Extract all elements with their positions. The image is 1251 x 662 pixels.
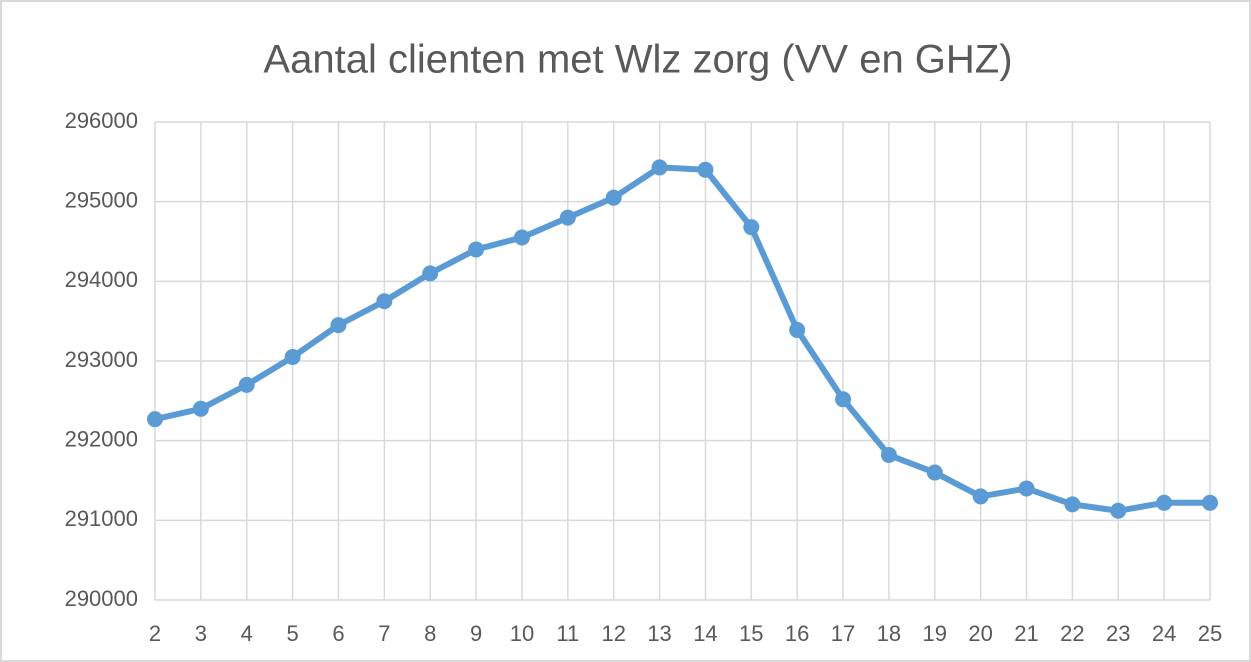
x-tick-label: 20: [968, 621, 992, 646]
x-tick-label: 18: [877, 621, 901, 646]
y-tick-label: 291000: [65, 506, 138, 531]
x-tick-label: 12: [601, 621, 625, 646]
x-tick-label: 25: [1198, 621, 1222, 646]
x-tick-label: 7: [378, 621, 390, 646]
x-tick-label: 8: [424, 621, 436, 646]
y-tick-label: 294000: [65, 267, 138, 292]
y-tick-label: 293000: [65, 347, 138, 372]
data-point: [880, 447, 897, 464]
x-tick-label: 15: [739, 621, 763, 646]
data-point: [284, 349, 301, 366]
x-tick-label: 2: [149, 621, 161, 646]
data-point: [330, 317, 347, 334]
x-tick-label: 9: [470, 621, 482, 646]
data-point: [697, 161, 714, 178]
data-point: [605, 189, 622, 206]
x-tick-label: 13: [647, 621, 671, 646]
x-tick-label: 24: [1152, 621, 1176, 646]
x-tick-label: 6: [332, 621, 344, 646]
data-point: [422, 265, 439, 282]
x-tick-label: 5: [286, 621, 298, 646]
y-tick-label: 296000: [65, 108, 138, 133]
data-point: [1018, 480, 1035, 497]
series-line: [154, 164, 1210, 514]
data-point: [513, 229, 530, 246]
data-point: [1202, 494, 1218, 511]
data-point: [743, 219, 760, 236]
x-tick-label: 17: [831, 621, 855, 646]
y-tick-label: 295000: [65, 187, 138, 212]
data-point: [835, 391, 852, 408]
data-point: [147, 411, 163, 428]
x-tick-label: 22: [1060, 621, 1084, 646]
data-point: [1110, 502, 1127, 519]
y-tick-label: 290000: [65, 586, 138, 611]
x-tick-label: 4: [241, 621, 253, 646]
x-tick-label: 3: [195, 621, 207, 646]
data-point: [376, 293, 393, 310]
x-tick-label: 14: [693, 621, 717, 646]
x-tick-label: 16: [785, 621, 809, 646]
data-point: [238, 376, 255, 393]
chart-title: Aantal clienten met Wlz zorg (VV en GHZ): [263, 38, 1012, 82]
data-point: [468, 241, 485, 258]
data-point: [1156, 494, 1173, 511]
data-point: [926, 464, 943, 481]
data-point: [789, 321, 806, 338]
x-tick-label: 23: [1106, 621, 1130, 646]
x-tick-label: 10: [510, 621, 534, 646]
data-point: [972, 488, 989, 505]
x-tick-label: 11: [556, 621, 579, 646]
x-tick-label: 21: [1014, 621, 1038, 646]
y-tick-label: 292000: [65, 426, 138, 451]
x-tick-label: 19: [923, 621, 947, 646]
data-point: [559, 209, 576, 226]
data-point: [1064, 496, 1081, 513]
data-point: [192, 400, 209, 417]
data-point: [651, 159, 668, 176]
